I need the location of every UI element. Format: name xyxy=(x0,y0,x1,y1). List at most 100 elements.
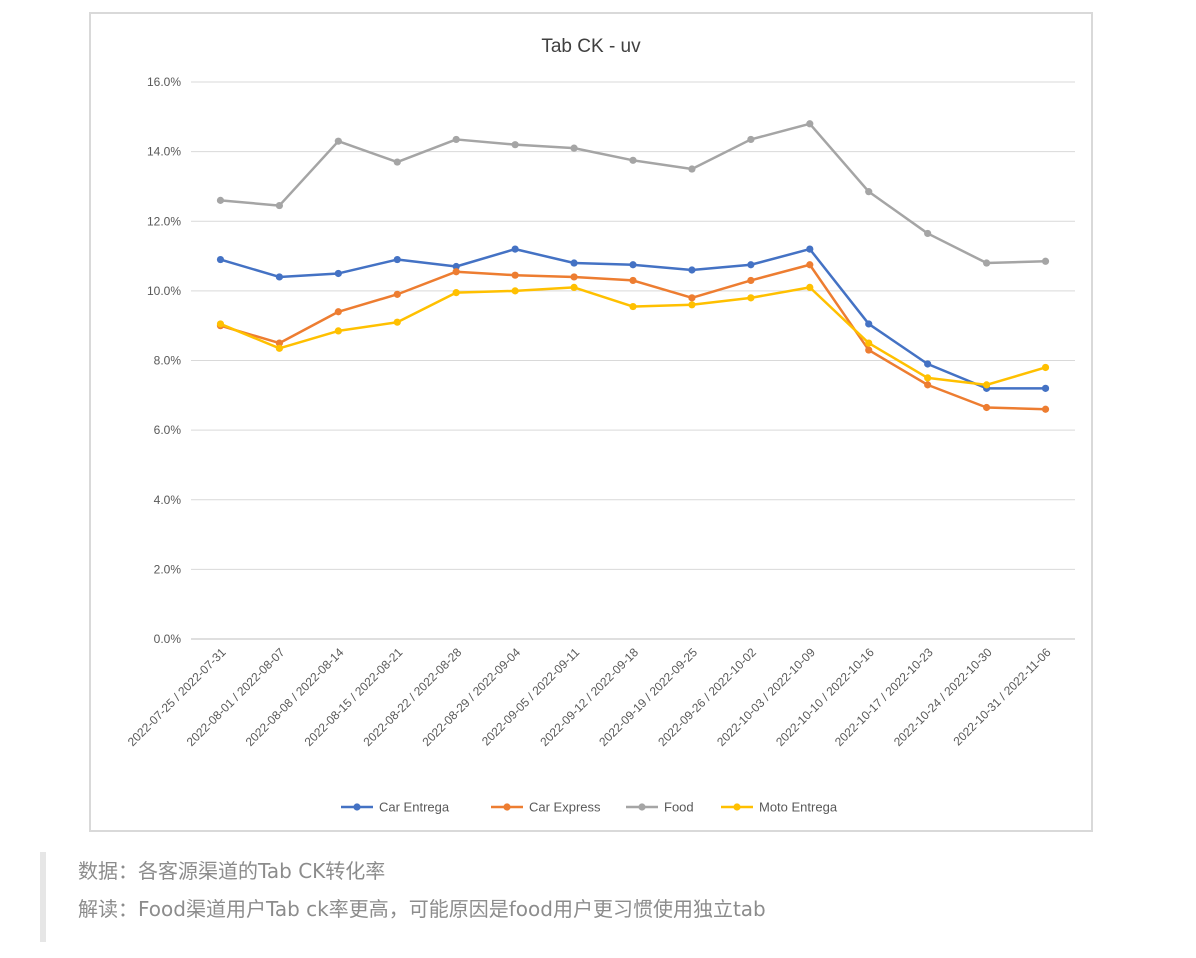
chart-frame: Tab CK - uv 0.0% 2.0% 4.0% 6.0% 8.0% 10.0% 12.… xyxy=(89,12,1093,832)
legend-item: Food xyxy=(626,800,694,815)
data-point xyxy=(334,137,342,145)
legend-swatch-marker xyxy=(503,803,511,811)
series-moto-entrega xyxy=(216,283,1050,389)
data-point xyxy=(688,294,696,302)
gridlines xyxy=(191,81,1075,640)
data-point xyxy=(688,301,696,309)
x-tick-label: 2022-09-05 / 2022-09-11 xyxy=(479,645,582,748)
series-line xyxy=(219,122,1047,265)
y-axis-ticks: 0.0% 2.0% 4.0% 6.0% 8.0% 10.0% 12.0% 14.0% 16.0% xyxy=(147,75,181,646)
legend-swatch-marker xyxy=(638,803,646,811)
x-tick-label: 2022-10-10 / 2022-10-16 xyxy=(773,645,877,749)
data-point xyxy=(629,261,637,269)
data-point xyxy=(629,276,637,285)
data-point xyxy=(334,327,342,335)
data-point xyxy=(747,135,755,144)
data-point xyxy=(1041,384,1050,392)
data-point xyxy=(983,259,991,267)
data-point xyxy=(216,255,225,264)
data-point xyxy=(275,201,283,210)
data-point xyxy=(1041,363,1050,372)
interpretation-note: 解读：Food渠道用户Tab ck率更高，可能原因是food用户更习惯使用独立t… xyxy=(78,897,766,921)
data-point xyxy=(629,302,637,311)
x-tick-label: 2022-07-25 / 2022-07-31 xyxy=(125,645,229,749)
data-point xyxy=(865,346,873,354)
y-tick-label: 4.0% xyxy=(154,493,182,507)
data-point xyxy=(924,374,932,382)
data-point xyxy=(983,403,991,412)
data-point xyxy=(570,273,578,281)
y-tick-label: 2.0% xyxy=(154,562,182,576)
line-chart: Tab CK - uv 0.0% 2.0% 4.0% 6.0% 8.0% 10.0% 12.… xyxy=(125,36,1075,815)
data-point xyxy=(747,261,755,269)
legend-label: Car Entrega xyxy=(379,800,450,815)
data-point xyxy=(865,339,873,347)
data-source-note: 数据：各客源渠道的Tab CK转化率 xyxy=(78,859,386,883)
data-point xyxy=(1041,257,1050,265)
series-car-express xyxy=(216,261,1050,413)
series-line xyxy=(219,263,1047,411)
data-point xyxy=(983,381,991,389)
series-food xyxy=(216,120,1050,267)
data-point xyxy=(452,135,460,144)
y-tick-label: 8.0% xyxy=(154,354,182,368)
data-point xyxy=(806,120,814,128)
data-point xyxy=(865,188,873,196)
legend-item: Moto Entrega xyxy=(721,800,838,815)
x-tick-label: 2022-08-01 / 2022-08-07 xyxy=(184,645,288,749)
x-tick-label: 2022-09-12 / 2022-09-18 xyxy=(537,645,641,749)
data-point xyxy=(452,289,460,297)
series-line xyxy=(219,247,1047,390)
data-point xyxy=(511,271,519,279)
y-tick-label: 14.0% xyxy=(147,145,181,159)
data-point xyxy=(393,318,401,326)
data-point xyxy=(806,283,814,291)
data-point xyxy=(216,320,225,328)
legend-item: Car Express xyxy=(491,800,601,815)
data-point xyxy=(393,290,401,298)
data-point xyxy=(570,144,578,152)
legend-item: Car Entrega xyxy=(341,800,450,815)
data-point xyxy=(688,165,696,173)
data-point xyxy=(688,266,696,274)
data-point xyxy=(334,308,342,316)
data-point xyxy=(924,381,932,389)
data-point xyxy=(865,320,873,328)
x-tick-label: 2022-08-22 / 2022-08-28 xyxy=(361,645,465,749)
data-point xyxy=(393,158,401,166)
data-point xyxy=(806,245,814,253)
y-tick-label: 16.0% xyxy=(147,75,181,89)
data-point xyxy=(452,268,460,276)
data-point xyxy=(511,245,519,253)
data-point xyxy=(924,360,932,368)
x-tick-label: 2022-10-03 / 2022-10-09 xyxy=(714,645,818,749)
data-point xyxy=(452,262,460,271)
series-lines xyxy=(216,120,1050,413)
data-point xyxy=(570,283,578,291)
series-line xyxy=(219,286,1047,387)
legend-label: Food xyxy=(664,800,694,815)
series-car-entrega xyxy=(216,245,1050,392)
data-point xyxy=(924,229,932,238)
y-tick-label: 0.0% xyxy=(154,632,182,646)
data-point xyxy=(570,259,578,267)
data-point xyxy=(747,276,755,285)
legend-swatch-marker xyxy=(353,803,361,811)
legend-swatch-marker xyxy=(733,803,741,811)
y-tick-label: 10.0% xyxy=(147,284,181,298)
x-tick-label: 2022-08-15 / 2022-08-21 xyxy=(302,645,406,749)
legend-label: Moto Entrega xyxy=(759,800,838,815)
y-tick-label: 6.0% xyxy=(154,423,182,437)
legend-label: Car Express xyxy=(529,800,601,815)
x-tick-label: 2022-10-24 / 2022-10-30 xyxy=(891,645,995,749)
data-point xyxy=(747,294,755,302)
chart-title: Tab CK - uv xyxy=(541,36,641,57)
legend: Car Entrega Car Express Food Moto Entrega xyxy=(341,800,838,815)
notes-block: 数据：各客源渠道的Tab CK转化率 解读：Food渠道用户Tab ck率更高，… xyxy=(40,852,766,942)
data-point xyxy=(511,141,519,149)
x-tick-label: 2022-10-31 / 2022-11-06 xyxy=(950,645,1053,748)
data-point xyxy=(275,273,283,281)
x-tick-label: 2022-09-19 / 2022-09-25 xyxy=(596,645,700,749)
x-tick-label: 2022-10-17 / 2022-10-23 xyxy=(832,645,936,749)
data-point xyxy=(275,339,283,347)
